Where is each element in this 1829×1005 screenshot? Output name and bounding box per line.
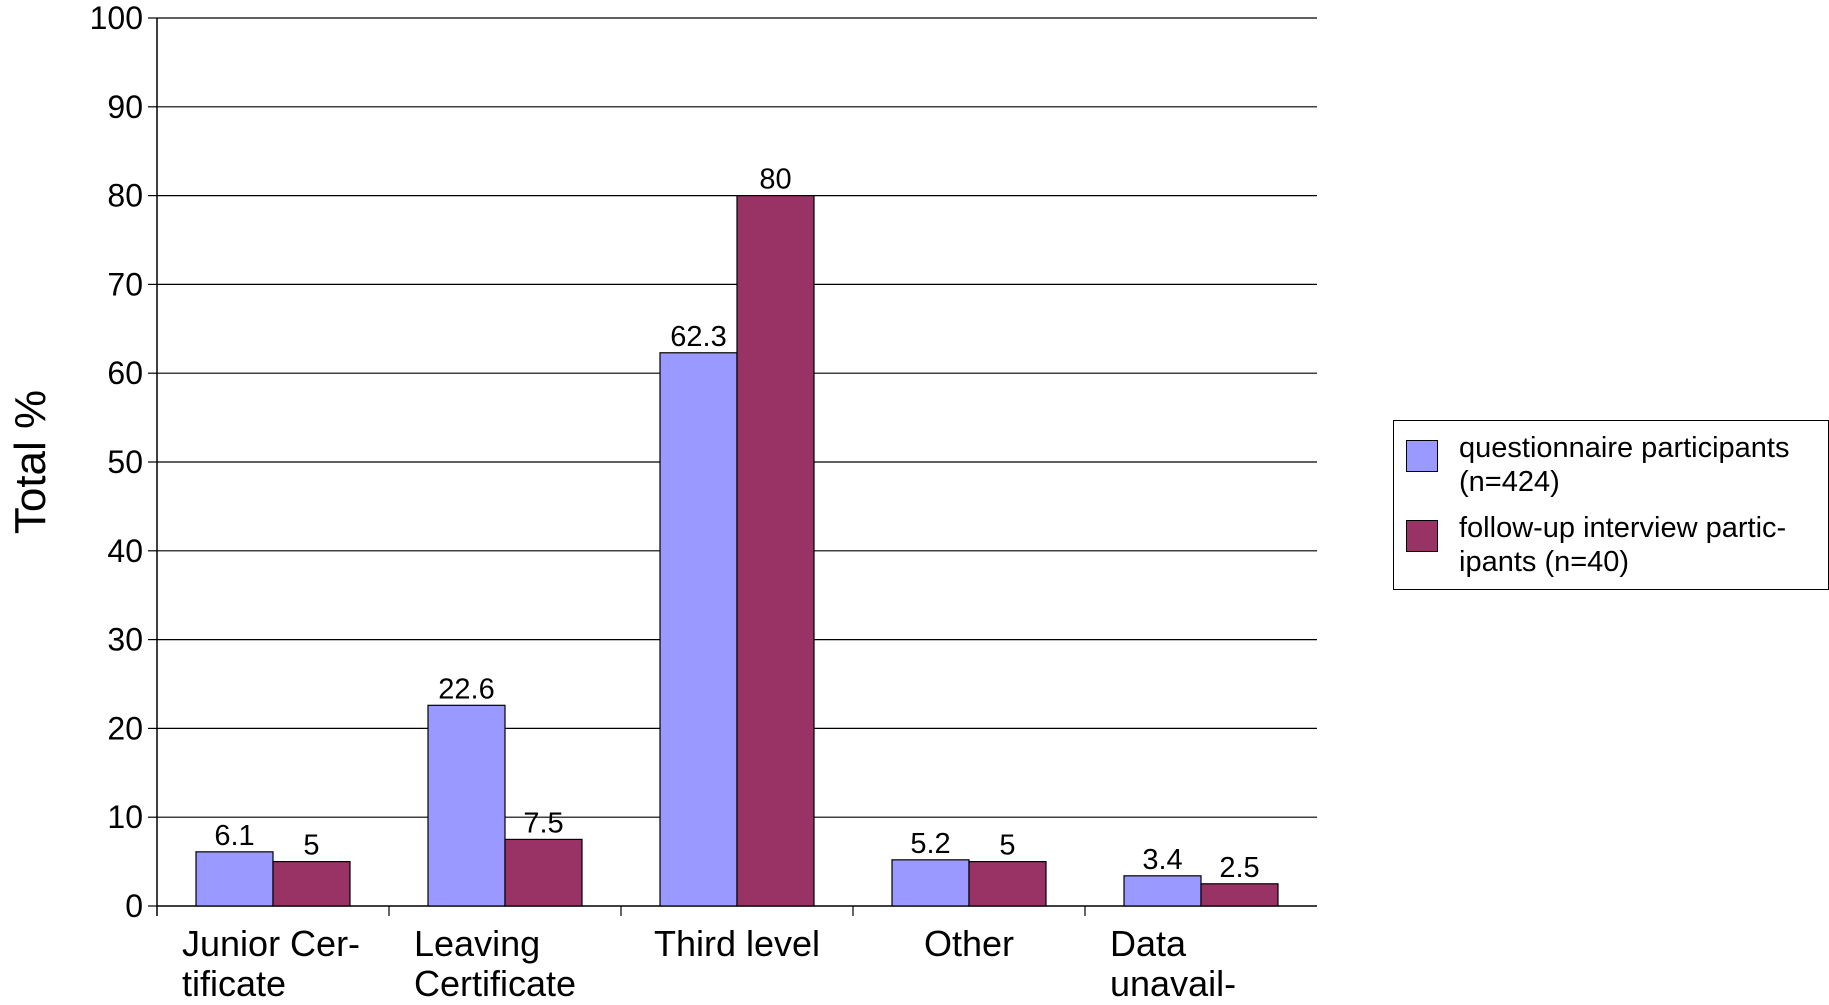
legend-label-line: ipants (n=40) — [1459, 546, 1630, 578]
legend-label-follow-up: follow-up interview partic- ipants (n=40… — [1459, 511, 1829, 579]
y-tick-label: 30 — [107, 622, 143, 658]
x-tick-label: Other — [924, 923, 1014, 964]
legend-label-line: follow-up interview partic- — [1459, 512, 1787, 544]
x-tick-label: unavail- — [1110, 963, 1236, 1004]
data-label: 22.6 — [438, 673, 494, 705]
data-label: 3.4 — [1142, 844, 1182, 876]
bar — [504, 838, 583, 907]
data-label: 2.5 — [1219, 852, 1259, 884]
y-tick-label: 0 — [125, 888, 143, 924]
data-label: 62.3 — [670, 321, 726, 353]
y-tick-label: 80 — [107, 178, 143, 214]
legend-label-questionnaire: questionnaire participants (n=424) — [1459, 431, 1829, 499]
data-label: 5.2 — [910, 828, 950, 860]
y-tick-label: 100 — [90, 0, 143, 36]
y-tick-label: 60 — [107, 355, 143, 391]
x-tick-label: Junior Cer- — [182, 923, 360, 964]
bar — [1123, 875, 1202, 907]
y-tick-label: 10 — [107, 799, 143, 835]
bar — [427, 704, 506, 907]
data-label: 80 — [759, 164, 791, 196]
x-tick-label: Leaving — [414, 923, 540, 964]
data-label: 6.1 — [214, 820, 254, 852]
bar — [195, 851, 274, 907]
data-label: 5 — [303, 830, 319, 862]
legend: questionnaire participants (n=424) follo… — [1393, 420, 1829, 590]
data-label: 5 — [999, 830, 1015, 862]
y-tick-label: 90 — [107, 89, 143, 125]
x-tick-label: Certificate — [414, 963, 576, 1004]
x-tick-label: Data — [1110, 923, 1187, 964]
y-tick-label: 40 — [107, 533, 143, 569]
bar — [659, 352, 738, 907]
y-tick-label: 70 — [107, 266, 143, 302]
data-label: 7.5 — [523, 807, 563, 839]
x-tick-label: tificate — [182, 963, 286, 1004]
legend-label-line: (n=424) — [1459, 466, 1560, 498]
bar — [272, 860, 351, 907]
y-tick-label: 50 — [107, 444, 143, 480]
bar — [891, 859, 970, 907]
legend-swatch-questionnaire — [1406, 440, 1438, 472]
bar — [736, 195, 815, 907]
bar — [1200, 883, 1279, 907]
legend-label-line: questionnaire participants — [1459, 432, 1790, 464]
bar — [968, 860, 1047, 907]
y-axis-label: Total % — [6, 390, 55, 534]
y-tick-label: 20 — [107, 710, 143, 746]
legend-swatch-follow-up — [1406, 520, 1438, 552]
x-tick-label: Third level — [654, 923, 820, 964]
